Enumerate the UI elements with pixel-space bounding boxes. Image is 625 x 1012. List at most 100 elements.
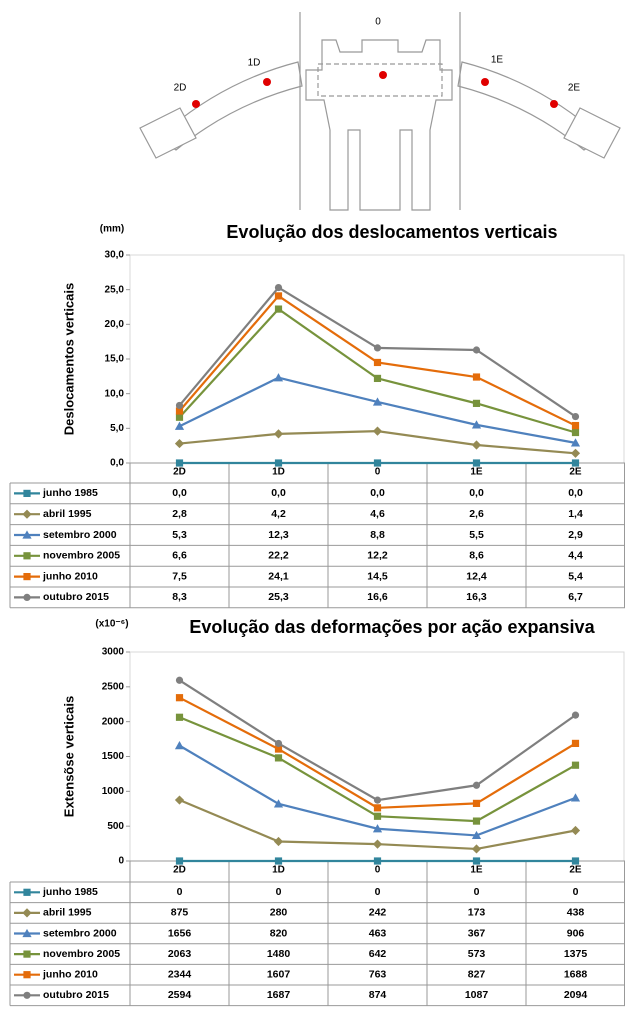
marker bbox=[571, 761, 580, 769]
table-value: 0,0 bbox=[469, 487, 484, 499]
point-label: 2E bbox=[568, 83, 581, 94]
marker bbox=[23, 489, 31, 497]
pier-outline bbox=[317, 63, 443, 97]
point-label: 2D bbox=[174, 83, 187, 94]
unit-label: (mm) bbox=[100, 224, 124, 235]
y-tick-label: 1500 bbox=[102, 751, 125, 762]
table-value: 1687 bbox=[267, 989, 291, 1001]
table-value: 1480 bbox=[267, 948, 291, 960]
marker bbox=[571, 412, 580, 421]
x-tick-label: 2D bbox=[173, 865, 186, 876]
legend-label: junho 2010 bbox=[42, 968, 98, 980]
marker bbox=[472, 459, 481, 467]
series-line bbox=[178, 679, 577, 802]
marker bbox=[174, 741, 185, 750]
table-value: 463 bbox=[369, 927, 387, 939]
marker bbox=[571, 739, 580, 748]
x-tick-label: 0 bbox=[375, 467, 381, 478]
marker bbox=[175, 857, 184, 865]
marker bbox=[373, 358, 382, 367]
table-value: 0,0 bbox=[370, 487, 385, 499]
legend-label: setembro 2000 bbox=[43, 529, 117, 541]
marker bbox=[273, 836, 284, 847]
marker bbox=[373, 374, 382, 383]
marker bbox=[571, 857, 580, 865]
table-value: 5,5 bbox=[469, 529, 484, 541]
table-value: 6,6 bbox=[172, 550, 187, 562]
table-value: 0 bbox=[375, 886, 381, 898]
table-value: 763 bbox=[369, 968, 387, 980]
table-value: 0,0 bbox=[172, 487, 187, 499]
table-value: 5,3 bbox=[172, 529, 187, 541]
legend-label: novembro 2005 bbox=[43, 550, 120, 562]
chart-title: Evolução das deformações por ação expans… bbox=[189, 617, 595, 637]
table-value: 642 bbox=[369, 948, 387, 960]
table-value: 25,3 bbox=[268, 591, 289, 603]
table-value: 2,8 bbox=[172, 508, 187, 520]
marker bbox=[274, 305, 283, 313]
table-value: 1,4 bbox=[568, 508, 583, 520]
marker bbox=[23, 573, 31, 581]
marker bbox=[274, 292, 283, 300]
legend-label: junho 2010 bbox=[42, 570, 98, 582]
marker bbox=[471, 830, 482, 840]
marker bbox=[472, 373, 481, 381]
marker bbox=[175, 694, 184, 702]
marker bbox=[174, 795, 185, 805]
marker bbox=[471, 844, 482, 854]
y-tick-label: 1000 bbox=[102, 786, 125, 797]
y-tick-label: 10,0 bbox=[105, 388, 125, 399]
table-value: 12,4 bbox=[466, 570, 487, 582]
table-value: 874 bbox=[369, 989, 387, 1001]
marker bbox=[274, 459, 283, 467]
marker bbox=[373, 857, 382, 865]
table-value: 2063 bbox=[168, 948, 192, 960]
marker bbox=[372, 426, 383, 436]
marker bbox=[22, 509, 32, 519]
chart-title: Evolução dos deslocamentos verticais bbox=[226, 222, 557, 242]
table-value: 2594 bbox=[168, 989, 192, 1001]
marker bbox=[471, 440, 482, 450]
x-tick-label: 1E bbox=[470, 467, 483, 478]
marker bbox=[471, 420, 482, 429]
marker bbox=[22, 530, 32, 539]
marker bbox=[175, 676, 184, 684]
table-value: 12,2 bbox=[367, 550, 388, 562]
marker bbox=[570, 825, 581, 836]
y-tick-label: 20,0 bbox=[105, 319, 125, 330]
y-tick-label: 0,0 bbox=[110, 458, 124, 469]
table-value: 0 bbox=[573, 886, 579, 898]
structure-diagram bbox=[139, 12, 621, 211]
table-value: 242 bbox=[369, 907, 387, 919]
legend-label: outubro 2015 bbox=[43, 591, 109, 603]
marker bbox=[472, 799, 481, 807]
legend-label: abril 1995 bbox=[43, 508, 92, 520]
marker bbox=[274, 739, 283, 748]
table-value: 14,5 bbox=[367, 570, 388, 582]
y-tick-label: 30,0 bbox=[105, 250, 125, 261]
marker bbox=[175, 413, 184, 421]
measure-point bbox=[481, 78, 489, 86]
marker bbox=[571, 459, 580, 467]
table-value: 820 bbox=[270, 927, 288, 939]
table-value: 12,3 bbox=[268, 529, 289, 541]
measure-point bbox=[550, 100, 558, 108]
marker bbox=[571, 711, 580, 719]
y-tick-label: 3000 bbox=[102, 647, 125, 658]
y-axis-label: Extensõse verticais bbox=[61, 696, 76, 817]
table-value: 22,2 bbox=[268, 550, 289, 562]
table-value: 906 bbox=[567, 927, 585, 939]
table-value: 827 bbox=[468, 968, 486, 980]
marker bbox=[175, 713, 184, 721]
marker bbox=[22, 928, 32, 938]
measure-points bbox=[192, 71, 558, 108]
table-value: 438 bbox=[567, 907, 585, 919]
series-line bbox=[178, 696, 577, 809]
y-tick-label: 15,0 bbox=[105, 354, 125, 365]
marker bbox=[273, 429, 284, 439]
measure-point bbox=[263, 78, 271, 86]
y-tick-label: 2500 bbox=[102, 681, 125, 692]
marker bbox=[570, 793, 581, 802]
marker bbox=[175, 401, 184, 410]
